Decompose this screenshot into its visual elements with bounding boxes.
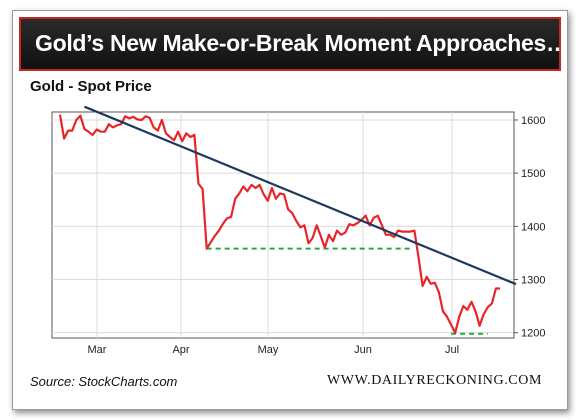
x-tick-label: Mar <box>88 344 107 356</box>
x-tick-label: May <box>258 344 279 356</box>
grid-lines <box>52 112 514 338</box>
chart-title: Gold - Spot Price <box>30 78 152 95</box>
y-tick-label: 1200 <box>521 328 545 340</box>
trendline <box>84 105 517 286</box>
y-tick-label: 1400 <box>521 221 545 233</box>
website-label: WWW.DAILYRECKONING.COM <box>326 373 542 388</box>
gold-price-line <box>58 114 500 334</box>
y-tick-label: 1600 <box>521 115 545 127</box>
source-label: Source: StockCharts.com <box>30 374 178 389</box>
x-tick-label: Jun <box>354 344 372 356</box>
x-tick-label: Apr <box>172 344 189 356</box>
y-tick-label: 1500 <box>521 168 545 180</box>
axes: 1200 1300 1400 1500 1600 Mar Apr May Jun Jul <box>88 112 545 356</box>
series-marks <box>58 105 517 335</box>
y-tick-label: 1300 <box>521 275 545 287</box>
title-banner: Gold’s New Make-or-Break Moment Approach… <box>19 17 569 71</box>
x-tick-label: Jul <box>445 344 459 356</box>
banner-title: Gold’s New Make-or-Break Moment Approach… <box>35 30 569 56</box>
plot-area <box>51 111 515 339</box>
